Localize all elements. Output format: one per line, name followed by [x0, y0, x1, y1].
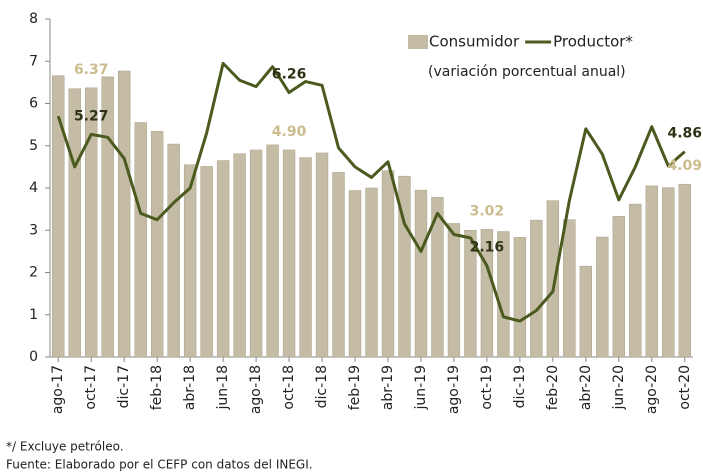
- bar: [480, 229, 494, 358]
- bar: [52, 75, 65, 358]
- y-tick-label: 8: [29, 11, 38, 27]
- x-tick-label: abr-18: [182, 365, 198, 410]
- x-tick-label: abr-20: [578, 365, 594, 410]
- bar: [150, 131, 164, 358]
- data-label: 3.02: [470, 203, 505, 219]
- bar: [612, 216, 625, 358]
- data-label: 4.90: [272, 124, 307, 140]
- data-label: 6.37: [74, 62, 109, 78]
- bar: [447, 223, 461, 358]
- x-tick-label: oct-17: [83, 365, 99, 410]
- bar: [216, 160, 230, 358]
- x-tick-label: ago-17: [50, 365, 66, 414]
- footnote: */ Excluye petróleo.: [6, 440, 124, 454]
- x-tick-label: jun-20: [611, 365, 627, 411]
- bar: [282, 149, 296, 358]
- x-tick-label: feb-20: [545, 365, 561, 410]
- x-tick-label: oct-18: [281, 365, 297, 410]
- y-tick-label: 1: [29, 307, 38, 323]
- data-label: 5.27: [74, 108, 109, 124]
- x-tick-label: ago-18: [248, 365, 264, 414]
- y-tick-label: 3: [29, 222, 38, 238]
- bar: [233, 153, 246, 358]
- bar: [266, 144, 279, 358]
- x-tick-label: abr-19: [380, 365, 396, 410]
- bar: [596, 236, 609, 358]
- x-tick-label: feb-19: [347, 365, 363, 410]
- x-tick-label: dic-19: [512, 365, 528, 408]
- y-tick-label: 7: [29, 53, 38, 69]
- x-tick-label: dic-18: [314, 365, 330, 408]
- x-tick-label: ago-19: [446, 365, 462, 414]
- bar: [464, 230, 477, 358]
- y-tick-label: 0: [29, 349, 38, 365]
- legend-label: Productor*: [553, 33, 633, 51]
- bar: [332, 172, 345, 358]
- bar: [381, 170, 395, 358]
- x-tick-label: oct-20: [677, 365, 693, 410]
- bar: [563, 219, 576, 358]
- y-tick-label: 4: [29, 180, 38, 196]
- bar: [546, 200, 560, 358]
- bar: [101, 76, 114, 358]
- data-label: 6.26: [272, 67, 307, 83]
- x-tick-label: ago-20: [644, 365, 660, 414]
- y-tick-label: 2: [29, 265, 38, 281]
- bar: [398, 175, 411, 358]
- bar: [68, 88, 81, 358]
- bar: [118, 70, 131, 358]
- bar: [167, 143, 180, 358]
- y-tick-label: 6: [29, 96, 38, 112]
- x-tick-label: jun-18: [215, 365, 231, 411]
- data-label: 4.09: [667, 158, 702, 174]
- bar: [299, 157, 312, 358]
- bar: [315, 152, 329, 358]
- bar: [183, 164, 197, 358]
- bar: [678, 183, 691, 358]
- data-label: 2.16: [470, 240, 505, 256]
- chart-subtitle: (variación porcentual anual): [428, 64, 626, 80]
- line: [56, 61, 686, 323]
- bar: [348, 190, 362, 358]
- bar: [414, 189, 428, 358]
- bar: [513, 237, 527, 358]
- legend-swatch: [408, 35, 428, 49]
- bar: [200, 166, 213, 358]
- bar: [249, 149, 263, 358]
- x-tick-label: feb-18: [149, 365, 165, 410]
- bar: [579, 265, 593, 358]
- data-label: 4.86: [667, 126, 702, 142]
- legend-label: Consumidor: [429, 33, 520, 51]
- footnote: Fuente: Elaborado por el CEFP con datos …: [6, 458, 313, 472]
- bar: [645, 185, 658, 358]
- bar: [431, 197, 444, 358]
- bar: [134, 122, 147, 358]
- bar: [85, 87, 98, 358]
- x-tick-label: oct-19: [479, 365, 495, 410]
- x-tick-label: dic-17: [116, 365, 132, 408]
- bar: [629, 203, 642, 358]
- bar: [530, 219, 543, 358]
- y-tick-label: 5: [29, 138, 38, 154]
- bar: [662, 187, 675, 358]
- x-tick-label: jun-19: [413, 365, 429, 411]
- bar: [365, 187, 378, 358]
